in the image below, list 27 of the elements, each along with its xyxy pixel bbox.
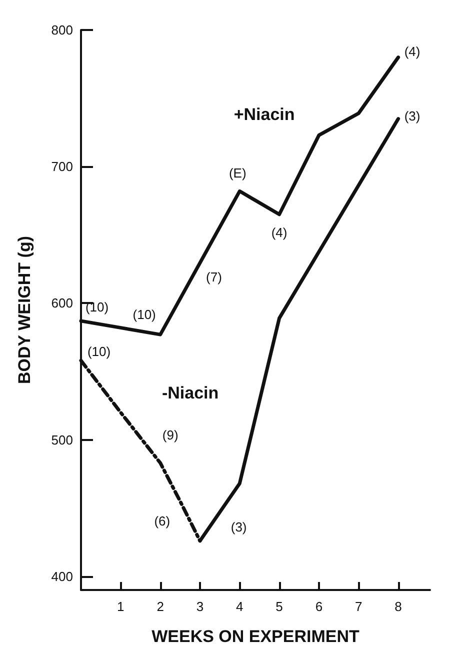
annotation: (7) xyxy=(206,269,222,284)
x-tick-label: 1 xyxy=(117,599,124,614)
series-label: +Niacin xyxy=(234,104,295,124)
annotation: (9) xyxy=(162,427,178,442)
y-tick-label: 400 xyxy=(51,568,73,584)
x-axis-title: WEEKS ON EXPERIMENT xyxy=(152,627,360,646)
annotation: (3) xyxy=(404,108,420,124)
y-tick-label: 500 xyxy=(51,432,73,448)
annotation: (10) xyxy=(87,344,111,360)
annotation: (6) xyxy=(154,514,170,529)
x-tick-label: 3 xyxy=(196,599,204,614)
x-tick-label: 7 xyxy=(354,599,362,614)
y-axis-title: BODY WEIGHT (g) xyxy=(15,236,34,384)
y-tick-label: 700 xyxy=(51,159,73,174)
annotation: (E) xyxy=(228,166,246,181)
annotation: (4) xyxy=(271,224,288,240)
text: -Niacin xyxy=(162,383,219,402)
x-tick-label: 5 xyxy=(276,599,283,614)
x-tick-label: 6 xyxy=(315,599,323,614)
x-tick-label: 8 xyxy=(394,599,402,614)
y-tick-label: 800 xyxy=(51,22,73,38)
annotation: (4) xyxy=(404,44,420,59)
annotation: (3) xyxy=(230,520,247,535)
annotation: (10) xyxy=(132,307,156,322)
y-tick-label: 600 xyxy=(51,296,73,311)
x-tick-label: 2 xyxy=(156,599,164,614)
x-tick-label: 4 xyxy=(236,599,244,614)
